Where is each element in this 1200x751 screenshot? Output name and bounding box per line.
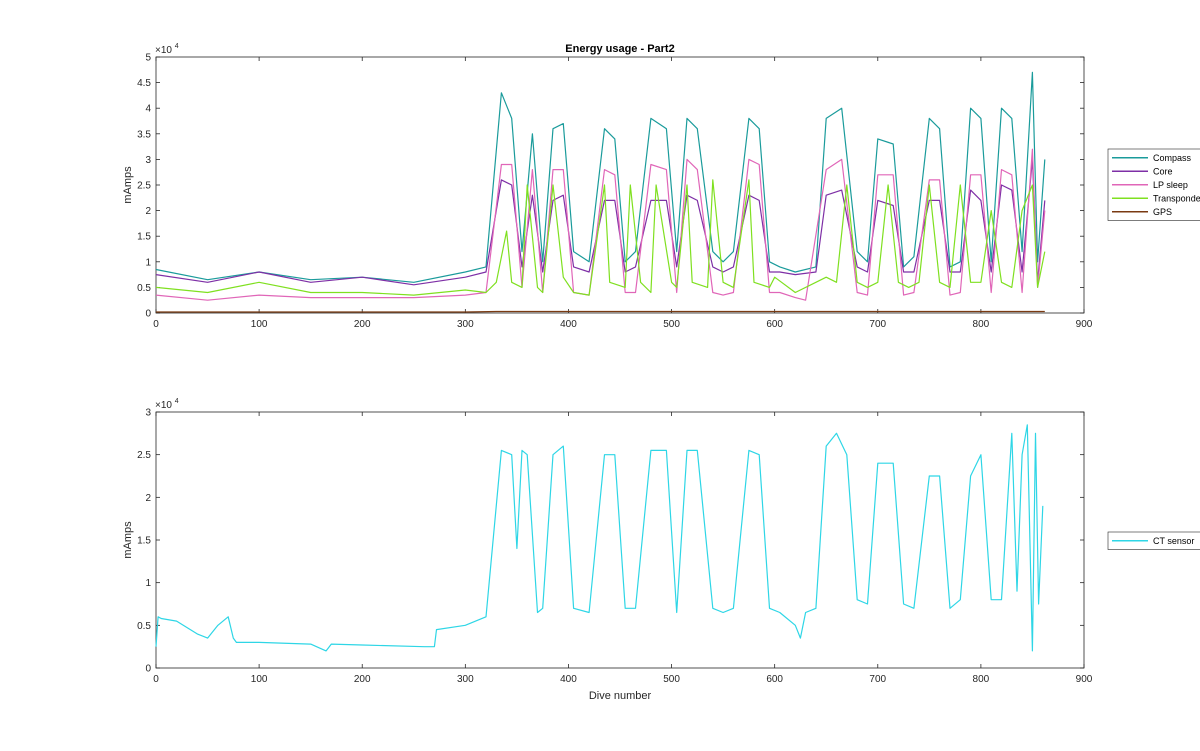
- series-line-compass: [155, 71, 1046, 283]
- top-ytick-label: 3.5: [137, 129, 151, 140]
- top-exponent: ×10 4: [155, 43, 179, 56]
- top-ytick-label: 4.5: [137, 78, 151, 89]
- bottom-ytick-label: 0.5: [137, 621, 151, 632]
- legend-label-core: Core: [1153, 166, 1173, 176]
- bottom-ytick-label: 2: [145, 493, 151, 504]
- top-ytick-label: 2.5: [137, 181, 151, 192]
- bottom-legend: [1107, 531, 1200, 550]
- bottom-ytick-label: 0: [145, 664, 151, 675]
- series-line-ct-sensor: [155, 424, 1044, 652]
- legend-label-gps: GPS: [1153, 207, 1172, 217]
- top-xtick-label: 800: [973, 319, 990, 330]
- top-ytick-label: 0.5: [137, 283, 151, 294]
- top-ytick-label: 4: [145, 104, 151, 115]
- top-ytick-label: 1.5: [137, 232, 151, 243]
- top-exponent-base: ×10: [155, 45, 172, 56]
- top-plot-area: [155, 56, 1085, 314]
- series-line-core: [155, 158, 1046, 286]
- bottom-exponent: ×10 4: [155, 398, 179, 411]
- legend-label-lp-sleep: LP sleep: [1153, 180, 1188, 190]
- series-line-lp-sleep: [155, 148, 1046, 301]
- series-line-gps: [156, 310, 1045, 313]
- bottom-exponent-base: ×10: [155, 400, 172, 411]
- bottom-xtick-label: 500: [663, 674, 680, 685]
- legend-label-compass: Compass: [1153, 153, 1192, 163]
- top-ylabel: mAmps: [122, 166, 134, 204]
- bottom-ytick-label: 3: [145, 408, 151, 419]
- top-xtick-label: 100: [251, 319, 268, 330]
- top-ytick-label: 2: [145, 206, 151, 217]
- bottom-xtick-label: 300: [457, 674, 474, 685]
- top-xtick-label: 600: [766, 319, 783, 330]
- top-xtick-label: 300: [457, 319, 474, 330]
- top-ytick-label: 1: [145, 257, 151, 268]
- top-exponent-power: 4: [175, 43, 179, 50]
- top-ytick-label: 5: [145, 53, 151, 64]
- bottom-xtick-label: 100: [251, 674, 268, 685]
- bottom-xtick-label: 200: [354, 674, 371, 685]
- bottom-ytick-label: 1: [145, 578, 151, 589]
- top-xtick-label: 700: [869, 319, 886, 330]
- bottom-ytick-label: 1.5: [137, 536, 151, 547]
- top-xtick-label: 200: [354, 319, 371, 330]
- top-ytick-label: 3: [145, 155, 151, 166]
- chart-title: Energy usage - Part2: [565, 43, 674, 55]
- bottom-exponent-power: 4: [175, 398, 179, 405]
- bottom-xtick-label: 800: [973, 674, 990, 685]
- bottom-xtick-label: 700: [869, 674, 886, 685]
- bottom-xlabel: Dive number: [589, 690, 652, 702]
- legend-label-ct-sensor: CT sensor: [1153, 536, 1194, 546]
- bottom-ytick-label: 2.5: [137, 450, 151, 461]
- bottom-xtick-label: 900: [1076, 674, 1093, 685]
- top-xtick-label: 400: [560, 319, 577, 330]
- top-xtick-label: 900: [1076, 319, 1093, 330]
- bottom-xtick-label: 0: [153, 674, 159, 685]
- top-ytick-label: 0: [145, 309, 151, 320]
- series-line-transponder: [155, 179, 1046, 296]
- bottom-xtick-label: 600: [766, 674, 783, 685]
- legend-label-transponder: Transponder: [1153, 193, 1200, 203]
- top-xtick-label: 0: [153, 319, 159, 330]
- top-xtick-label: 500: [663, 319, 680, 330]
- bottom-xtick-label: 400: [560, 674, 577, 685]
- bottom-ylabel: mAmps: [122, 521, 134, 559]
